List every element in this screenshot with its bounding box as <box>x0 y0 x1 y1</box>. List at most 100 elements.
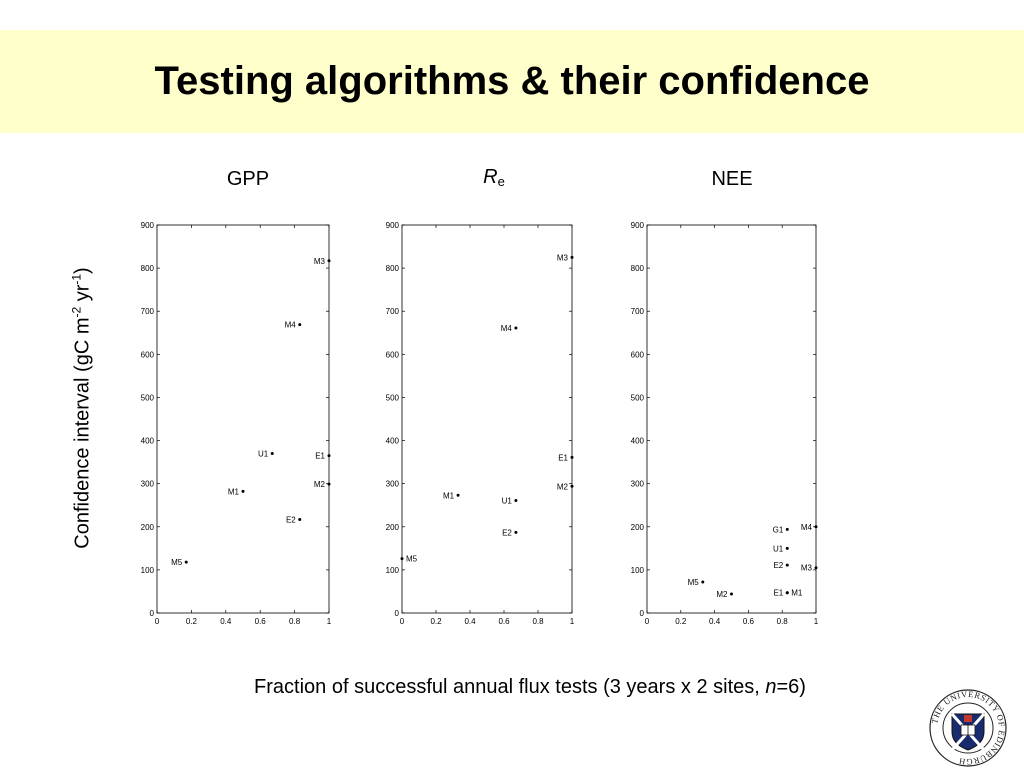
plot-nee: 0 100 200 300 400 500 600 700 800 900 0 0.2 0.4 0.6 0.… <box>631 221 819 626</box>
data-label-nee-m4: M4 <box>801 523 813 532</box>
y-tick-label-nee: 400 <box>631 437 645 446</box>
data-label-nee-m2: M2 <box>716 590 728 599</box>
data-label-nee-g1: G1 <box>773 525 784 534</box>
y-tick-label-nee: 200 <box>631 523 645 532</box>
x-tick-label-re: 0.2 <box>430 617 442 626</box>
y-tick-label-gpp: 900 <box>141 221 155 230</box>
y-tick-label-nee: 300 <box>631 480 645 489</box>
university-logo: THE UNIVERSITY OF EDINBURGH <box>929 689 1007 767</box>
y-tick-label-nee: 600 <box>631 350 645 359</box>
y-tick-label-nee: 900 <box>631 221 645 230</box>
data-point-nee-m1 <box>785 591 789 595</box>
data-label-nee-e1: E1 <box>773 589 783 598</box>
data-label-nee-e2: E2 <box>773 561 783 570</box>
panel-title-nee: NEE <box>711 168 753 190</box>
plot-gpp: 0 100 200 300 400 500 600 700 800 900 0 0.2 0.4 0.6 0.… <box>141 221 332 626</box>
x-tick-label-gpp: 0.8 <box>289 617 301 626</box>
panel-title-gpp: GPP <box>226 168 270 190</box>
slide-title: Testing algorithms & their confidence <box>154 59 870 103</box>
y-tick-label-re: 100 <box>386 566 400 575</box>
data-label-nee-m3: M3 <box>801 564 813 573</box>
y-tick-label-nee: 800 <box>631 264 645 273</box>
data-point-re-m3 <box>570 255 574 259</box>
data-point-nee-m3 <box>814 566 818 570</box>
x-tick-label-re: 0.4 <box>464 617 476 626</box>
x-tick-label-nee: 0 <box>645 617 650 626</box>
data-point-re-m2 <box>570 484 574 488</box>
x-axis-label: Fraction of successful annual flux tests… <box>140 676 920 699</box>
x-axis-label-n: n <box>765 676 777 698</box>
data-label-nee-u1: U1 <box>773 544 784 553</box>
data-label-gpp-m5: M5 <box>171 558 183 567</box>
y-tick-label-gpp: 200 <box>141 523 155 532</box>
y-tick-label-gpp: 500 <box>141 393 155 402</box>
data-point-nee-g1 <box>785 527 789 531</box>
plot-frame-re <box>401 224 573 614</box>
data-label-gpp-m2: M2 <box>314 480 326 489</box>
data-point-gpp-e1 <box>327 454 331 458</box>
y-tick-label-gpp: 400 <box>141 437 155 446</box>
plot-re: 0 100 200 300 400 500 600 700 800 900 0 0.2 0.4 0.6 0.… <box>386 221 575 626</box>
x-tick-label-re: 0 <box>400 617 405 626</box>
data-label-re-m1: M1 <box>443 491 455 500</box>
data-point-re-u1 <box>514 498 518 502</box>
x-tick-label-nee: 0.2 <box>675 617 687 626</box>
y-tick-label-re: 500 <box>386 393 400 402</box>
data-point-nee-u1 <box>785 546 789 550</box>
data-point-nee-m2 <box>730 592 733 596</box>
data-label-re-m3: M3 <box>557 253 569 262</box>
panel-title-re: Re <box>434 166 554 189</box>
y-tick-label-gpp: 300 <box>141 480 155 489</box>
data-point-gpp-m4 <box>298 323 302 327</box>
data-label-gpp-u1: U1 <box>258 449 269 458</box>
y-tick-label-gpp: 100 <box>141 566 155 575</box>
panel-title-re-main: R <box>483 166 498 188</box>
x-tick-label-nee: 0.6 <box>743 617 755 626</box>
x-tick-label-gpp: 0.4 <box>220 617 232 626</box>
y-tick-label-re: 800 <box>386 264 400 273</box>
data-point-gpp-m1 <box>241 489 245 493</box>
data-label-gpp-e2: E2 <box>286 515 296 524</box>
x-tick-label-re: 0.8 <box>532 617 544 626</box>
data-label-gpp-m4: M4 <box>285 321 297 330</box>
y-tick-label-nee: 700 <box>631 307 645 316</box>
x-axis-label-end: =6) <box>776 676 806 698</box>
x-tick-label-gpp: 1 <box>327 617 332 626</box>
data-point-gpp-m3 <box>327 259 331 263</box>
data-point-re-m5 <box>400 557 404 561</box>
data-label-re-u1: U1 <box>502 496 513 505</box>
data-point-nee-m5 <box>701 580 705 584</box>
data-point-nee-m4 <box>814 525 818 529</box>
y-tick-label-gpp: 0 <box>150 609 155 618</box>
data-label-re-m2: M2 <box>557 482 569 491</box>
data-point-nee-e2 <box>785 563 789 567</box>
data-label-gpp-m1: M1 <box>228 487 240 496</box>
title-band <box>0 30 1024 133</box>
y-tick-label-gpp: 600 <box>141 350 155 359</box>
data-point-re-m1 <box>456 493 460 497</box>
x-axis-label-text: Fraction of successful annual flux tests… <box>254 676 766 698</box>
x-tick-label-gpp: 0.6 <box>255 617 267 626</box>
x-tick-label-gpp: 0.2 <box>186 617 198 626</box>
x-tick-label-gpp: 0 <box>155 617 160 626</box>
panel-title-re-sub: e <box>497 174 505 189</box>
data-point-re-e2 <box>514 530 518 534</box>
data-label-re-e2: E2 <box>502 528 512 537</box>
data-label-gpp-e1: E1 <box>315 452 325 461</box>
plot-frame-nee <box>646 224 817 614</box>
x-tick-label-re: 1 <box>570 617 575 626</box>
y-tick-label-re: 300 <box>386 480 400 489</box>
y-tick-label-gpp: 700 <box>141 307 155 316</box>
x-tick-label-nee: 0.8 <box>777 617 789 626</box>
y-tick-label-gpp: 800 <box>141 264 155 273</box>
data-point-re-e1 <box>570 455 574 459</box>
data-point-gpp-m2 <box>327 482 331 486</box>
x-tick-label-re: 0.6 <box>498 617 510 626</box>
data-label-nee-m1: M1 <box>791 589 803 598</box>
data-label-re-m5: M5 <box>406 555 418 564</box>
data-point-gpp-u1 <box>270 451 274 455</box>
data-label-re-m4: M4 <box>501 324 513 333</box>
x-tick-label-nee: 0.4 <box>709 617 721 626</box>
y-tick-label-nee: 0 <box>640 609 645 618</box>
